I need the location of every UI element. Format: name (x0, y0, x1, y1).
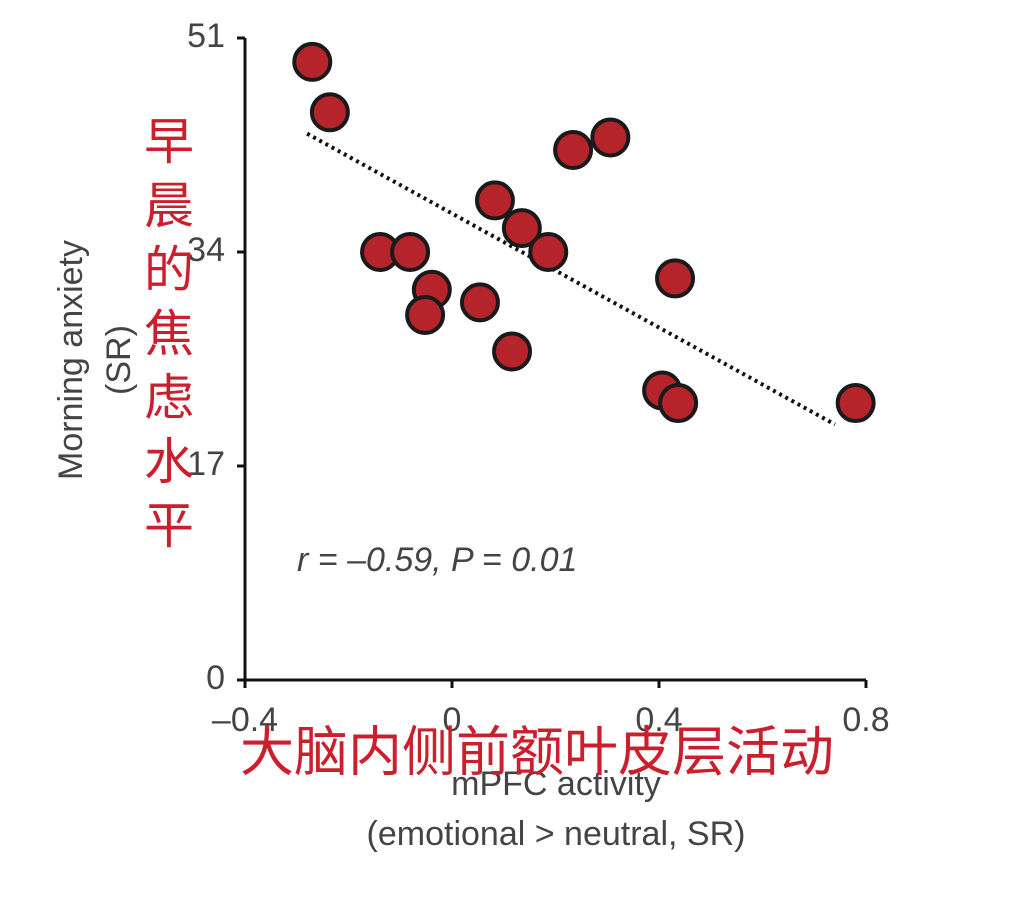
point (390, 232, 431, 272)
point (405, 294, 446, 335)
point (309, 92, 350, 133)
x-tick-label: 0.4 (635, 701, 682, 739)
trendline (306, 131, 836, 427)
point (835, 383, 876, 424)
x-axis-translation: 大脑内侧前额叶皮层活动 (240, 721, 834, 784)
x-axis-label: (emotional > neutral, SR) (367, 815, 746, 853)
point (492, 331, 533, 372)
y-axis-label: Morning anxiety (52, 240, 90, 480)
point (553, 130, 594, 171)
point (292, 41, 333, 82)
x-axis-label: mPFC activity (451, 765, 661, 803)
point (590, 117, 631, 158)
x-tick-label: –0.4 (212, 701, 278, 739)
point (528, 232, 569, 272)
annotation: r = –0.59, P = 0.01 (297, 541, 577, 579)
y-tick-label: 34 (187, 231, 225, 269)
point (655, 258, 696, 299)
y-tick-label: 0 (206, 659, 225, 697)
y-axis-translation: 早晨的焦虑水平 (136, 115, 194, 563)
y-tick-label: 17 (187, 445, 225, 483)
point (459, 282, 500, 323)
x-tick-label: 0.8 (842, 701, 889, 739)
point (501, 208, 542, 249)
y-tick-label: 51 (187, 17, 225, 55)
point (474, 180, 515, 221)
x-tick-label: 0 (443, 701, 462, 739)
y-axis-label: (SR) (100, 325, 138, 395)
point (658, 383, 699, 424)
